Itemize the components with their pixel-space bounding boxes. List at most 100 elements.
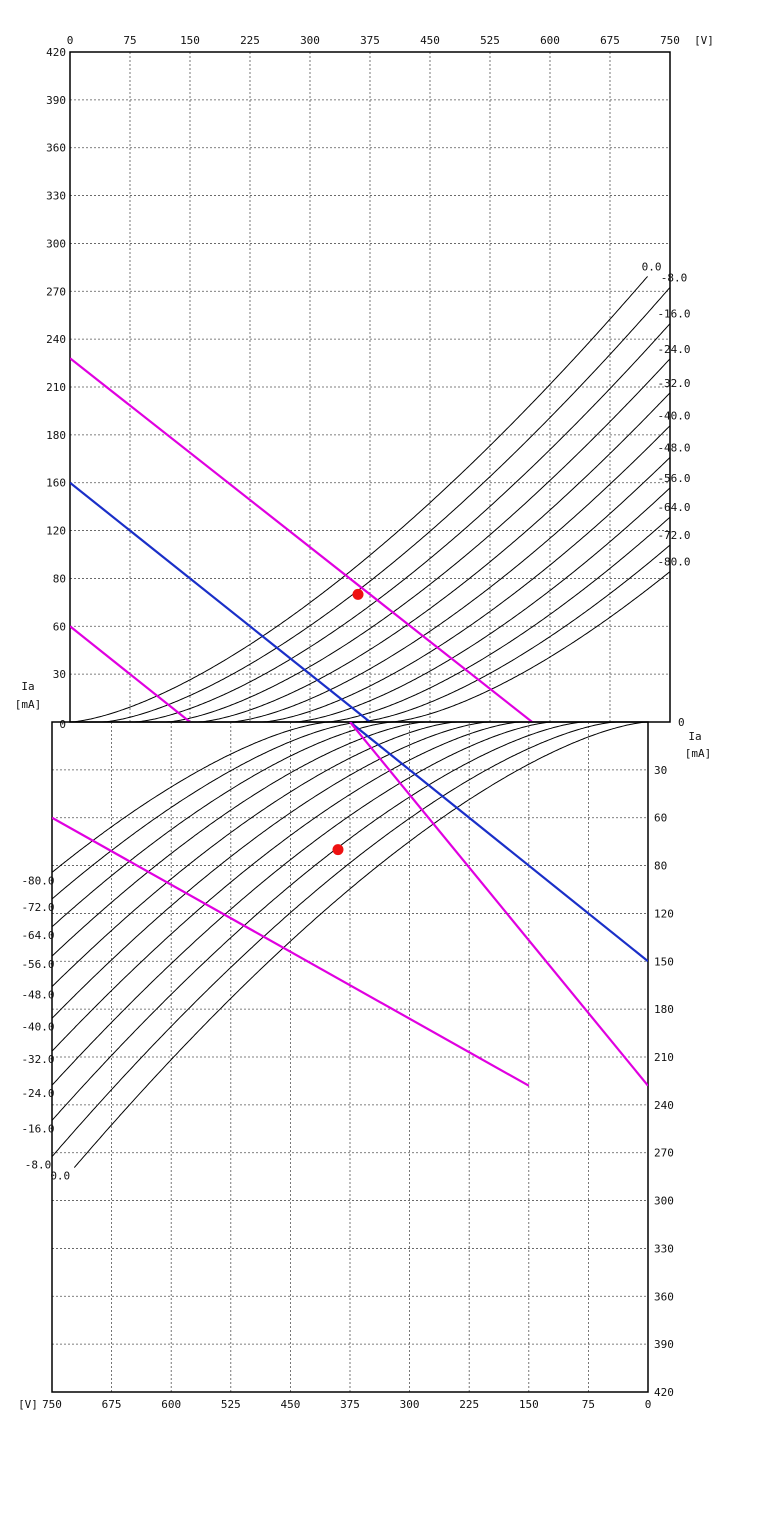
y-tick-label: 300 <box>46 237 66 250</box>
curve-vg-2 <box>133 323 670 722</box>
curve-vg-1 <box>101 287 670 722</box>
x-tick-label: 300 <box>400 1398 420 1411</box>
y-tick-label: 420 <box>46 46 66 59</box>
x-tick-label: 375 <box>340 1398 360 1411</box>
y-tick-label: 30 <box>654 764 667 777</box>
curve-label: -80.0 <box>21 874 54 887</box>
curve-vg-6 <box>261 457 670 722</box>
curve-label: -40.0 <box>657 410 690 423</box>
load-line-2 <box>70 625 191 722</box>
curve-label: -32.0 <box>657 377 690 390</box>
curve-label: -64.0 <box>657 501 690 514</box>
y-unit-label: [mA] <box>15 698 42 711</box>
y-tick-label: 390 <box>46 94 66 107</box>
y-unit-label: [mA] <box>685 747 712 760</box>
y-tick-label: 390 <box>654 1338 674 1351</box>
x-tick-label: 450 <box>280 1398 300 1411</box>
x-tick-label: 600 <box>161 1398 181 1411</box>
x-tick-label: 225 <box>459 1398 479 1411</box>
curve-label: -24.0 <box>21 1087 54 1100</box>
load-line-1 <box>349 722 648 963</box>
load-line-1 <box>70 481 371 722</box>
y-tick-label: 30 <box>53 668 66 681</box>
x-tick-label: 0 <box>67 34 74 47</box>
y-axis-label: Ia <box>688 730 701 743</box>
x-tick-label: 75 <box>582 1398 595 1411</box>
y-tick-label: 210 <box>654 1051 674 1064</box>
curve-vg-3 <box>52 722 553 1086</box>
curve-vg-5 <box>229 425 670 722</box>
operating-point <box>352 588 364 600</box>
y-tick-label: 120 <box>46 525 66 538</box>
curve-label: -48.0 <box>21 989 54 1002</box>
y-tick-label: 240 <box>46 333 66 346</box>
curve-label: -32.0 <box>21 1053 54 1066</box>
curve-label: 0.0 <box>50 1170 70 1183</box>
x-tick-label: 300 <box>300 34 320 47</box>
curve-vg-8 <box>325 516 670 722</box>
x-tick-label: 0 <box>645 1398 652 1411</box>
y-tick-label: 150 <box>654 955 674 968</box>
curve-vg-10 <box>389 571 670 722</box>
y-tick-label: 80 <box>53 572 66 585</box>
y-tick-label: 330 <box>654 1242 674 1255</box>
y-tick-label: 120 <box>654 907 674 920</box>
y-tick-label: 270 <box>654 1147 674 1160</box>
curve-label: -8.0 <box>661 271 688 284</box>
characteristic-curves <box>70 276 670 722</box>
x-tick-label: 750 <box>660 34 680 47</box>
y-axis-label: Ia <box>21 680 34 693</box>
load-line-2 <box>349 722 648 1087</box>
curve-vg-9 <box>52 722 362 900</box>
curve-vg-2 <box>52 722 585 1121</box>
curve-vg-0 <box>70 276 648 722</box>
curve-vg-1 <box>52 722 617 1157</box>
curve-label: -56.0 <box>657 472 690 485</box>
curve-label: -64.0 <box>21 929 54 942</box>
curve-vg-4 <box>52 722 521 1052</box>
curve-vg-8 <box>52 722 394 928</box>
x-tick-label: 225 <box>240 34 260 47</box>
y-tick-label: 300 <box>654 1195 674 1208</box>
characteristic-curves <box>52 722 648 1168</box>
y-tick-label: 80 <box>654 860 667 873</box>
curve-label: -8.0 <box>25 1159 52 1172</box>
curve-vg-9 <box>357 544 670 722</box>
curve-vg-6 <box>52 722 458 987</box>
curve-vg-0 <box>73 722 648 1168</box>
curve-label: 0.0 <box>642 260 662 273</box>
y-tick-label: 210 <box>46 381 66 394</box>
x-tick-label: 675 <box>102 1398 122 1411</box>
curve-label: -72.0 <box>21 901 54 914</box>
y-tick-label: 60 <box>654 812 667 825</box>
x-tick-label: 750 <box>42 1398 62 1411</box>
x-tick-label: 525 <box>480 34 500 47</box>
x-tick-label: 150 <box>519 1398 539 1411</box>
curve-label: -16.0 <box>657 308 690 321</box>
curve-label: -48.0 <box>657 441 690 454</box>
curve-label: -40.0 <box>21 1020 54 1033</box>
curve-vg-7 <box>52 722 426 957</box>
y-tick-label: 180 <box>654 1003 674 1016</box>
load-line-0 <box>70 357 534 722</box>
x-tick-label: 150 <box>180 34 200 47</box>
y-tick-label: 270 <box>46 285 66 298</box>
x-tick-label: 375 <box>360 34 380 47</box>
y-tick-label: 330 <box>46 190 66 203</box>
x-tick-label: 600 <box>540 34 560 47</box>
curve-label: -16.0 <box>21 1122 54 1135</box>
y-tick-label: 160 <box>46 477 66 490</box>
y-tick-label: 60 <box>53 620 66 633</box>
curve-label: -72.0 <box>657 529 690 542</box>
curve-label: -56.0 <box>21 958 54 971</box>
x-tick-label: 450 <box>420 34 440 47</box>
curve-vg-3 <box>165 358 670 722</box>
x-unit-label: [V] <box>18 1398 38 1411</box>
curve-vg-10 <box>52 722 331 873</box>
curve-vg-4 <box>197 392 670 722</box>
y-tick-label: 180 <box>46 429 66 442</box>
y-tick-label: 0 <box>678 716 685 729</box>
x-tick-label: 675 <box>600 34 620 47</box>
y-tick-label: 360 <box>654 1290 674 1303</box>
